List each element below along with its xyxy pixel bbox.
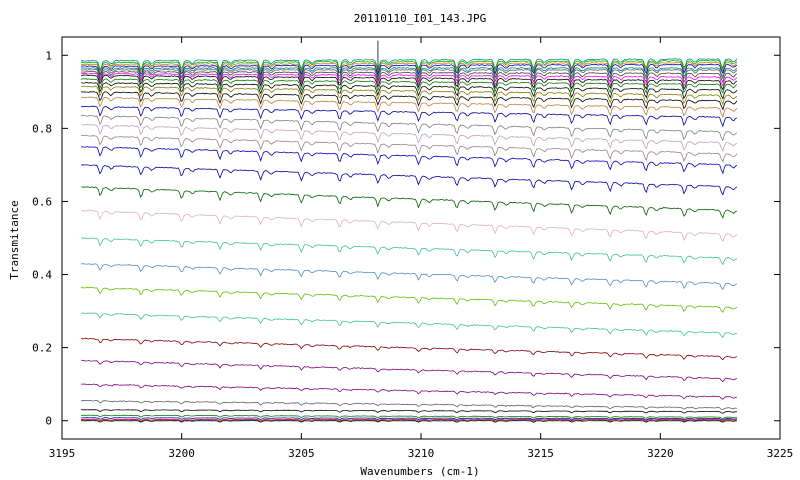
spectrum-series-line xyxy=(80,105,738,128)
y-tick-label: 0.6 xyxy=(32,195,52,208)
spectrum-series-line xyxy=(81,67,738,79)
y-tick-label: 0.2 xyxy=(32,342,52,355)
spectrum-series-line xyxy=(81,61,738,75)
spectrum-series-line xyxy=(80,91,738,111)
plot-frame xyxy=(61,36,781,440)
y-axis: 0 0.2 0.4 0.6 0.8 1 xyxy=(32,49,780,428)
spectrum-series-line xyxy=(81,123,738,152)
x-tick-label: 3200 xyxy=(168,447,195,460)
y-tick-label: 0.8 xyxy=(32,122,52,135)
spectrum-series-line xyxy=(81,74,738,91)
y-tick-label: 0 xyxy=(45,415,52,428)
spectrum-series-line xyxy=(81,399,738,410)
spectrum-series-line xyxy=(80,186,738,219)
spectrum-series-line xyxy=(81,146,738,175)
spectrum-series-line xyxy=(81,417,737,421)
y-tick-label: 1 xyxy=(45,49,52,62)
spectrum-series-line xyxy=(81,383,737,400)
y-tick-label: 0.4 xyxy=(32,269,52,282)
spectrum-series-line xyxy=(81,409,737,414)
x-tick-label: 3210 xyxy=(408,447,435,460)
spectrum-series-line xyxy=(80,286,738,313)
spectrum-series-line xyxy=(81,82,738,100)
spectrum-series-line xyxy=(80,68,738,81)
spectrum-series-line xyxy=(80,72,738,87)
chart-title: 20110110_I01_143.JPG xyxy=(354,12,486,25)
plot-lines xyxy=(80,40,738,423)
x-tick-label: 3195 xyxy=(49,447,76,460)
x-tick-label: 3220 xyxy=(647,447,674,460)
x-tick-label: 3215 xyxy=(527,447,554,460)
spectrum-series-line xyxy=(81,210,738,243)
spectrum-series-line xyxy=(81,85,738,106)
spectrum-series-line xyxy=(81,420,737,423)
spectrum-series-line xyxy=(80,337,738,361)
spectrum-series-line xyxy=(81,164,738,196)
spectrum-series-line xyxy=(81,359,738,383)
spectrum-series-line xyxy=(81,419,738,422)
spectrum-series-line xyxy=(80,78,738,94)
spectrum-series-line xyxy=(81,63,738,77)
spectrum-series-line xyxy=(81,134,738,163)
spectrum-series-line xyxy=(81,414,737,420)
spectrum-series-line xyxy=(81,263,738,291)
spectrum-series-line xyxy=(81,96,738,119)
x-axis-label: Wavenumbers (cm-1) xyxy=(360,465,479,478)
spectrum-series-line xyxy=(81,58,738,71)
spectrum-series-line xyxy=(81,59,738,73)
spectrum-series-line xyxy=(81,114,738,142)
y-axis-label: Transmitance xyxy=(8,200,21,279)
x-tick-label: 3225 xyxy=(767,447,794,460)
spectrum-series-line xyxy=(80,237,738,266)
spectrum-series-line xyxy=(81,71,738,84)
x-tick-label: 3205 xyxy=(288,447,315,460)
x-axis: 3195 3200 3205 3210 3215 3220 3225 xyxy=(49,37,794,460)
spectrum-series-line xyxy=(80,312,738,338)
